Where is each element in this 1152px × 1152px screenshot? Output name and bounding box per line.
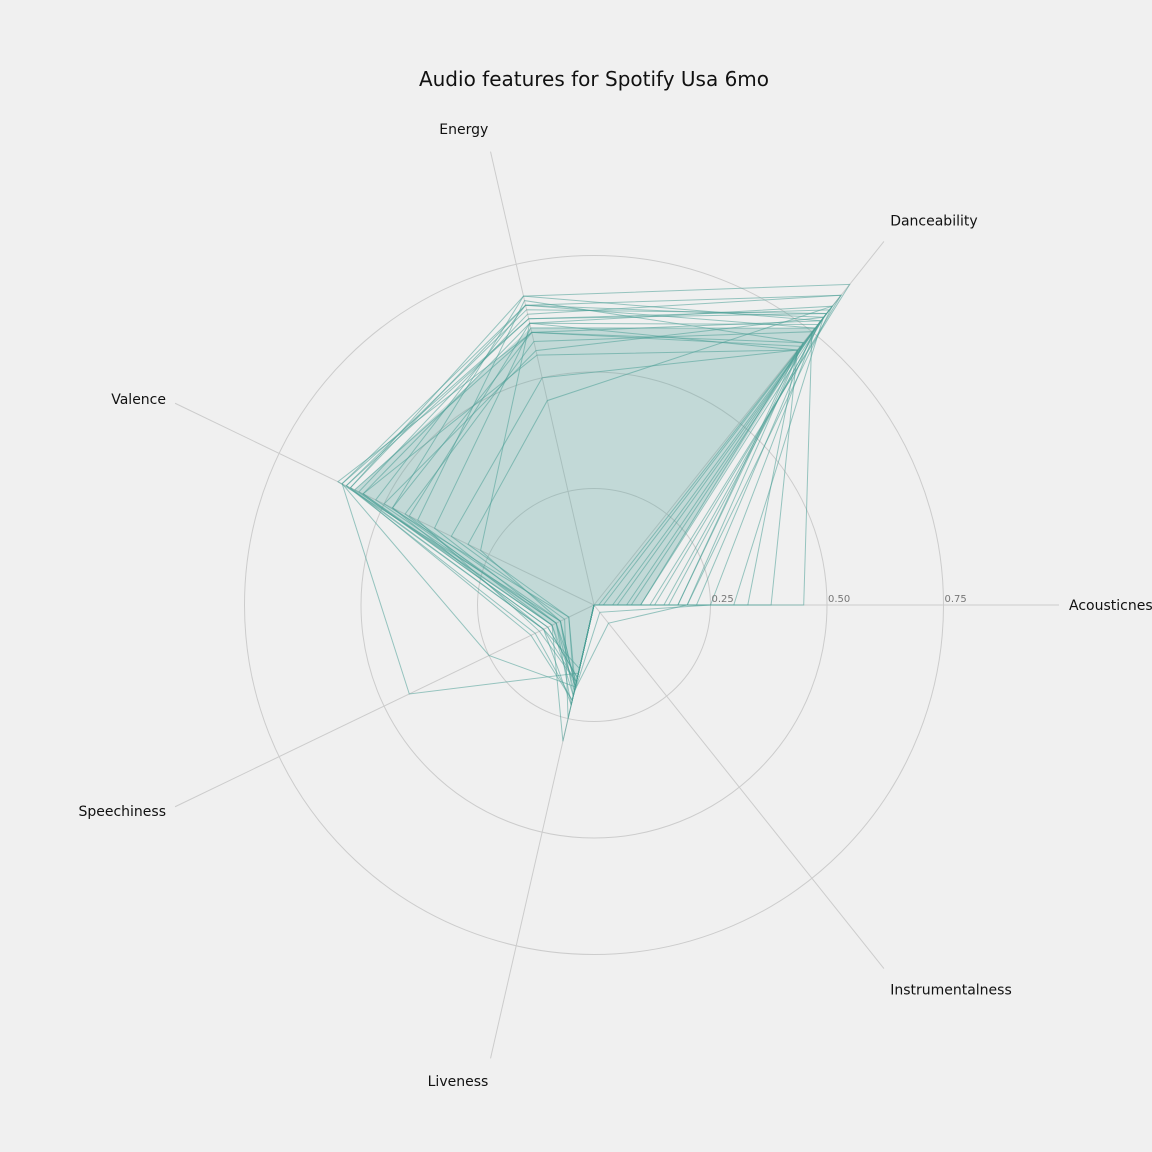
axis-spoke: [593, 604, 885, 969]
track-profile-line: [467, 305, 834, 694]
chart-title: Audio features for Spotify Usa 6mo: [419, 67, 769, 91]
axis-label-liveness: Liveness: [428, 1074, 489, 1090]
axis-labels: Acousticness Danceability Energy Valence Spe…: [78, 122, 1152, 1090]
radial-tick-label: 0.75: [945, 594, 967, 605]
radar-series: [337, 283, 851, 742]
axis-spoke: [174, 604, 595, 808]
track-profile-line: [345, 312, 828, 702]
radial-tick-labels: 0.25 0.50 0.75: [712, 594, 967, 605]
axis-label-danceability: Danceability: [890, 214, 977, 230]
axis-label-instrumentalness: Instrumentalness: [890, 982, 1012, 998]
radial-tick-label: 0.50: [828, 594, 850, 605]
axis-label-energy: Energy: [439, 122, 488, 138]
axis-label-valence: Valence: [111, 392, 166, 408]
radial-tick-label: 0.25: [712, 594, 734, 605]
axis-label-acousticness: Acousticness: [1069, 598, 1152, 614]
axis-label-speechiness: Speechiness: [78, 804, 166, 820]
mean-profile-area: [354, 327, 815, 683]
